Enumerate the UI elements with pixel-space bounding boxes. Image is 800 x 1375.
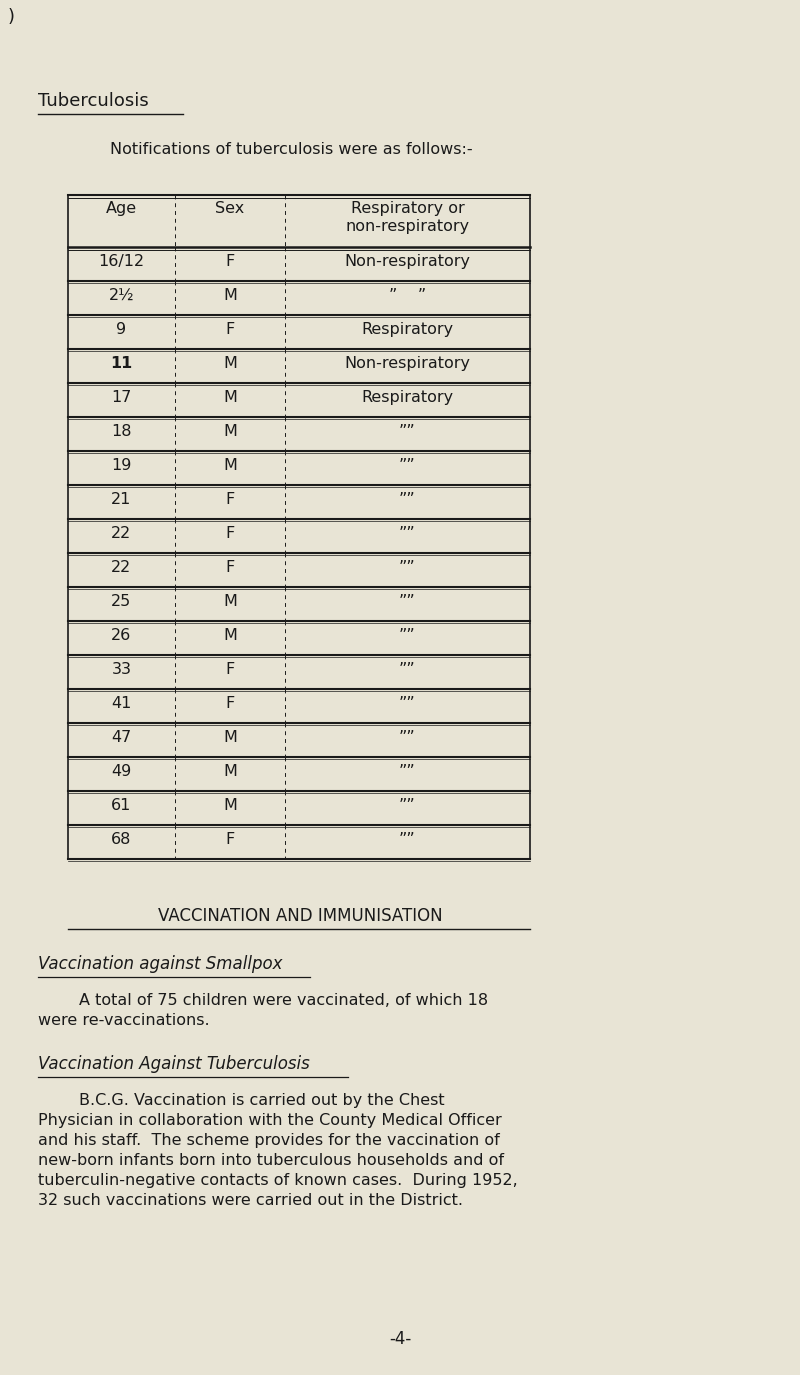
Text: ””: ”” [399,594,416,609]
Text: M: M [223,628,237,644]
Text: Respiratory: Respiratory [362,322,454,337]
Text: M: M [223,798,237,813]
Text: Vaccination against Smallpox: Vaccination against Smallpox [38,956,282,973]
Text: M: M [223,730,237,745]
Text: 11: 11 [110,356,133,371]
Text: ””: ”” [399,730,416,745]
Text: 49: 49 [111,765,132,780]
Text: M: M [223,287,237,302]
Text: M: M [223,594,237,609]
Text: ””: ”” [399,424,416,439]
Text: 47: 47 [111,730,132,745]
Text: Respiratory or: Respiratory or [350,201,464,216]
Text: tuberculin-negative contacts of known cases.  During 1952,: tuberculin-negative contacts of known ca… [38,1173,518,1188]
Text: 68: 68 [111,832,132,847]
Text: ””: ”” [399,458,416,473]
Text: F: F [226,696,234,711]
Text: and his staff.  The scheme provides for the vaccination of: and his staff. The scheme provides for t… [38,1133,500,1148]
Text: 17: 17 [111,390,132,406]
Text: Non-respiratory: Non-respiratory [345,254,470,270]
Text: Physician in collaboration with the County Medical Officer: Physician in collaboration with the Coun… [38,1112,502,1127]
Text: 26: 26 [111,628,132,644]
Text: F: F [226,560,234,575]
Text: Vaccination Against Tuberculosis: Vaccination Against Tuberculosis [38,1055,310,1072]
Text: 16/12: 16/12 [98,254,145,270]
Text: F: F [226,661,234,676]
Text: ””: ”” [399,661,416,676]
Text: F: F [226,527,234,540]
Text: VACCINATION AND IMMUNISATION: VACCINATION AND IMMUNISATION [158,908,442,925]
Text: F: F [226,254,234,270]
Text: 41: 41 [111,696,132,711]
Text: ): ) [8,8,15,26]
Text: M: M [223,458,237,473]
Text: ””: ”” [399,832,416,847]
Text: M: M [223,424,237,439]
Text: 18: 18 [111,424,132,439]
Text: F: F [226,322,234,337]
Text: ””: ”” [399,696,416,711]
Text: ””: ”” [399,527,416,540]
Text: ””: ”” [399,765,416,780]
Text: 9: 9 [117,322,126,337]
Text: ””: ”” [399,628,416,644]
Text: 19: 19 [111,458,132,473]
Text: ””: ”” [399,560,416,575]
Text: Non-respiratory: Non-respiratory [345,356,470,371]
Text: non-respiratory: non-respiratory [346,219,470,234]
Text: Respiratory: Respiratory [362,390,454,406]
Text: -4-: -4- [389,1330,411,1348]
Text: F: F [226,832,234,847]
Text: new-born infants born into tuberculous households and of: new-born infants born into tuberculous h… [38,1154,504,1167]
Text: ””: ”” [399,798,416,813]
Text: 2½: 2½ [109,287,134,302]
Text: 25: 25 [111,594,132,609]
Text: ”    ”: ” ” [389,287,426,302]
Text: ””: ”” [399,492,416,507]
Text: 32 such vaccinations were carried out in the District.: 32 such vaccinations were carried out in… [38,1194,463,1209]
Text: 22: 22 [111,527,132,540]
Text: Notifications of tuberculosis were as follows:-: Notifications of tuberculosis were as fo… [110,142,473,157]
Text: 21: 21 [111,492,132,507]
Text: B.C.G. Vaccination is carried out by the Chest: B.C.G. Vaccination is carried out by the… [38,1093,445,1108]
Text: Age: Age [106,201,137,216]
Text: M: M [223,356,237,371]
Text: Sex: Sex [215,201,245,216]
Text: were re-vaccinations.: were re-vaccinations. [38,1013,210,1028]
Text: Tuberculosis: Tuberculosis [38,92,149,110]
Text: 22: 22 [111,560,132,575]
Text: 61: 61 [111,798,132,813]
Text: M: M [223,390,237,406]
Text: A total of 75 children were vaccinated, of which 18: A total of 75 children were vaccinated, … [38,993,488,1008]
Text: M: M [223,765,237,780]
Text: F: F [226,492,234,507]
Text: 33: 33 [111,661,131,676]
